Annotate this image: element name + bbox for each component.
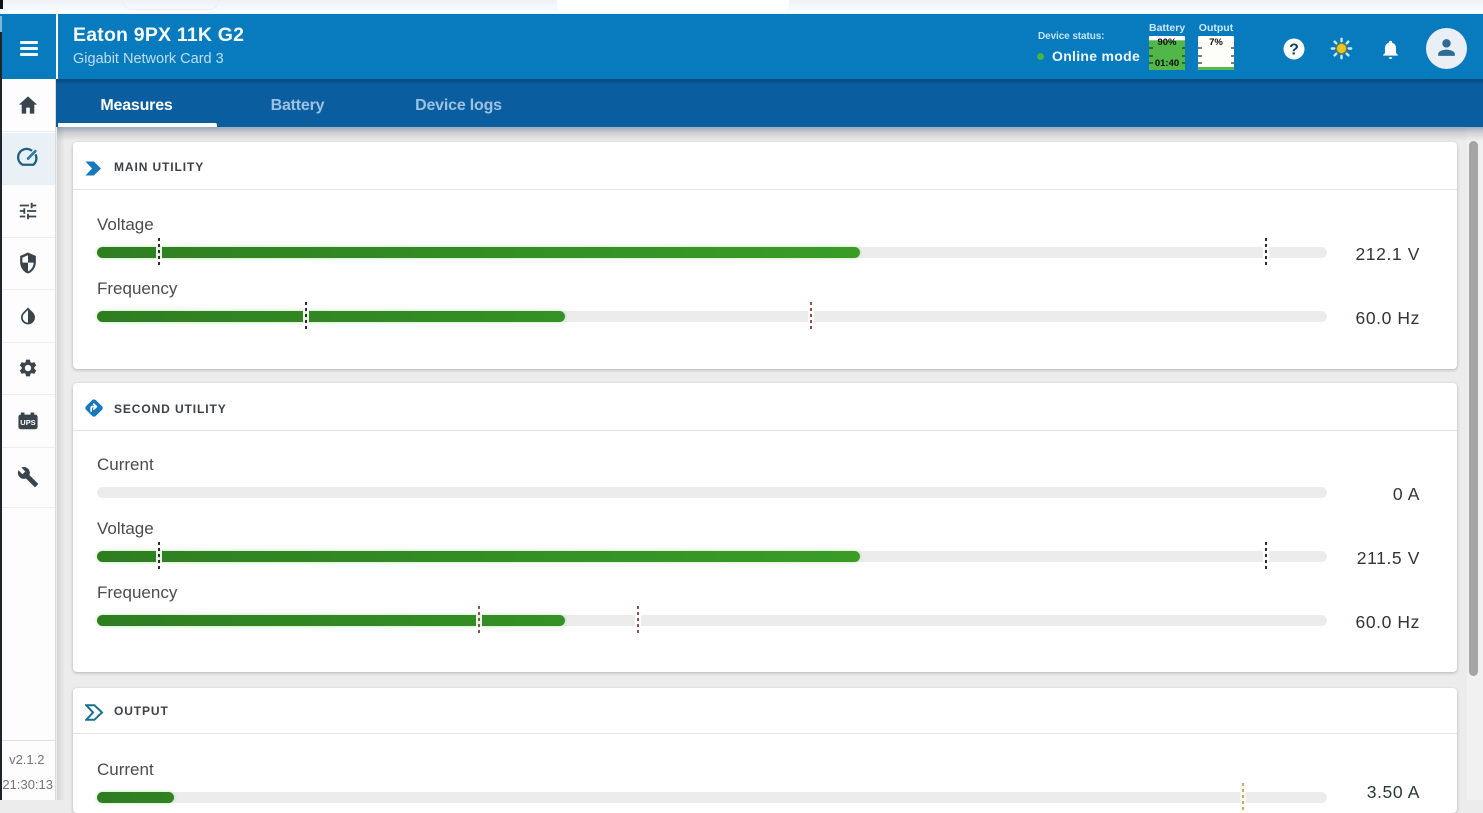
svg-text:UPS: UPS: [20, 418, 35, 427]
svg-text:?: ?: [1289, 42, 1299, 59]
